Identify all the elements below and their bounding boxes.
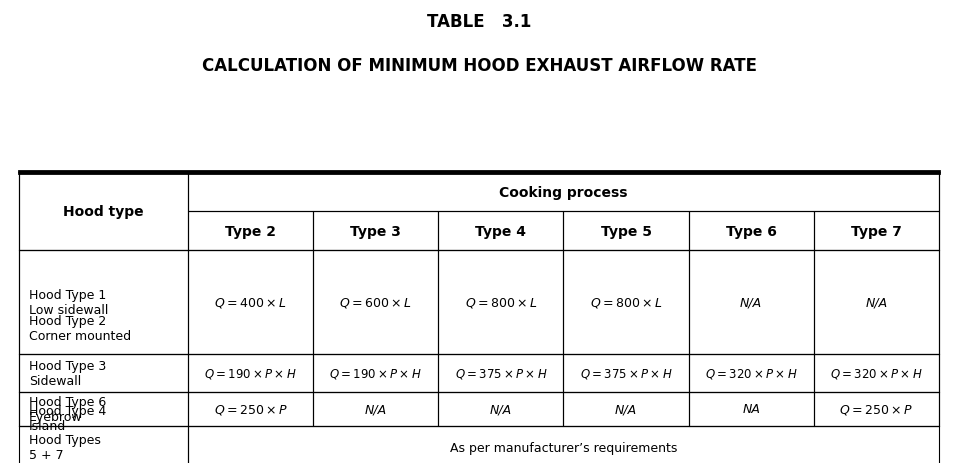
Bar (188, 174, 939, 212)
Bar (689, 354, 813, 392)
Text: $Q = 375 \times P \times H$: $Q = 375 \times P \times H$ (580, 366, 673, 380)
Bar (313, 392, 439, 426)
Text: Type 2: Type 2 (225, 224, 276, 238)
Text: As per manufacturer’s requirements: As per manufacturer’s requirements (449, 441, 677, 454)
Bar (313, 354, 439, 392)
Bar (188, 354, 313, 392)
Text: $Q = 250 \times P$: $Q = 250 \times P$ (214, 402, 287, 416)
Text: N/A: N/A (865, 295, 887, 308)
Bar (188, 392, 313, 426)
Text: $Q = 800 \times L$: $Q = 800 \times L$ (465, 295, 537, 309)
Text: TABLE   3.1: TABLE 3.1 (427, 13, 531, 31)
Text: Hood Type 2
Corner mounted

Hood Type 3
Sidewall

Hood Type 4
Island: Hood Type 2 Corner mounted Hood Type 3 S… (29, 314, 131, 432)
Bar (689, 392, 813, 426)
Bar (19, 354, 188, 392)
Bar (439, 392, 563, 426)
Bar (563, 212, 689, 250)
Text: $Q = 190 \times P \times H$: $Q = 190 \times P \times H$ (204, 366, 297, 380)
Bar (813, 354, 939, 392)
Text: $Q = 800 \times L$: $Q = 800 \times L$ (590, 295, 662, 309)
Text: $Q = 400 \times L$: $Q = 400 \times L$ (215, 295, 287, 309)
Bar (563, 354, 689, 392)
Bar (19, 392, 188, 426)
Text: $Q = 190 \times P \times H$: $Q = 190 \times P \times H$ (330, 366, 422, 380)
Text: NA: NA (742, 402, 760, 415)
Bar (439, 212, 563, 250)
Bar (188, 250, 313, 354)
Text: N/A: N/A (490, 402, 512, 415)
Bar (813, 392, 939, 426)
Text: Type 6: Type 6 (726, 224, 777, 238)
Bar (188, 212, 313, 250)
Text: Type 5: Type 5 (601, 224, 651, 238)
Text: $Q = 320 \times P \times H$: $Q = 320 \times P \times H$ (705, 366, 797, 380)
Text: CALCULATION OF MINIMUM HOOD EXHAUST AIRFLOW RATE: CALCULATION OF MINIMUM HOOD EXHAUST AIRF… (201, 56, 757, 75)
Bar (813, 212, 939, 250)
Text: Hood Type 6
Eyebrow: Hood Type 6 Eyebrow (29, 395, 106, 423)
Bar (439, 354, 563, 392)
Bar (19, 250, 188, 354)
Text: Type 7: Type 7 (851, 224, 901, 238)
Bar (188, 426, 939, 463)
Bar (563, 250, 689, 354)
Bar (19, 174, 188, 250)
Bar (563, 392, 689, 426)
Text: Cooking process: Cooking process (499, 186, 627, 200)
Text: $Q = 320 \times P \times H$: $Q = 320 \times P \times H$ (830, 366, 923, 380)
Text: N/A: N/A (741, 295, 763, 308)
Bar (439, 250, 563, 354)
Bar (313, 212, 439, 250)
Text: Hood Type 1
Low sidewall: Hood Type 1 Low sidewall (29, 288, 108, 316)
Bar (689, 250, 813, 354)
Text: N/A: N/A (615, 402, 637, 415)
Text: Hood type: Hood type (63, 205, 144, 219)
Text: $Q = 600 \times L$: $Q = 600 \times L$ (339, 295, 412, 309)
Bar (813, 250, 939, 354)
Bar (313, 250, 439, 354)
Text: N/A: N/A (365, 402, 387, 415)
Text: $Q = 375 \times P \times H$: $Q = 375 \times P \times H$ (455, 366, 547, 380)
Text: $Q = 250 \times P$: $Q = 250 \times P$ (839, 402, 913, 416)
Bar (689, 212, 813, 250)
Text: Type 3: Type 3 (351, 224, 401, 238)
Text: Hood Types
5 + 7: Hood Types 5 + 7 (29, 433, 101, 462)
Bar (19, 426, 188, 463)
Text: Type 4: Type 4 (475, 224, 526, 238)
